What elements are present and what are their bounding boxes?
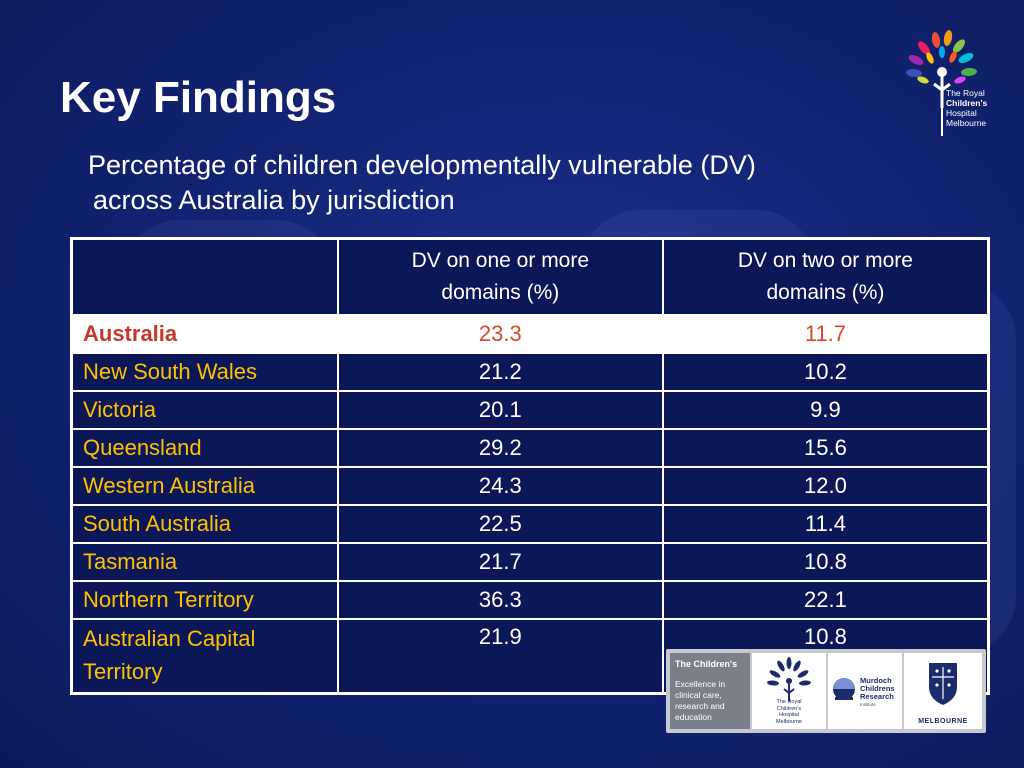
region-cell: Australia [70, 314, 339, 354]
table-row: Northern Territory 36.3 22.1 [70, 580, 990, 620]
subtitle-line-1: Percentage of children developmentally v… [88, 150, 756, 180]
table-row: New South Wales 21.2 10.2 [70, 352, 990, 392]
region-cell: Australian Capital Territory [70, 618, 339, 695]
rch-logo-line-1: The Royal [946, 88, 985, 98]
rch-tree-small-icon [767, 657, 811, 701]
uom-crest-icon [929, 663, 957, 705]
rch-logo-line-2: Children's [946, 98, 988, 108]
tagline-line-2: clinical care, [675, 690, 722, 700]
tree-figure-head [937, 67, 947, 77]
dv-one-or-more-cell: 21.9 [336, 618, 664, 695]
region-cell: New South Wales [70, 352, 339, 392]
dv-two-or-more-cell: 9.9 [661, 390, 990, 430]
slide-subtitle: Percentage of children developmentally v… [88, 148, 968, 218]
uom-caption: MELBOURNE [907, 717, 979, 726]
dv-one-or-more-cell: 29.2 [336, 428, 664, 468]
rch-logo-text: The Royal Children's Hospital Melbourne [946, 88, 987, 128]
table-row: Queensland 29.2 15.6 [70, 428, 990, 468]
dv-two-or-more-cell: 15.6 [661, 428, 990, 468]
header-jurisdiction [70, 237, 339, 316]
rch-logo-line-3: Hospital [946, 108, 977, 118]
dv-two-or-more-cell: 11.4 [661, 504, 990, 544]
header-dv-two-or-more: DV on two or more domains (%) [661, 237, 990, 316]
dv-two-or-more-cell: 10.2 [661, 352, 990, 392]
header-dv-two-line-2: domains (%) [766, 281, 885, 304]
region-cell: South Australia [70, 504, 339, 544]
table-row: South Australia 22.5 11.4 [70, 504, 990, 544]
rch-partner-logo: The Royal Children's Hospital Melbourne [752, 653, 826, 729]
rch-tree-logo [906, 30, 977, 136]
tagline-line-1: Excellence in [675, 679, 726, 689]
table-header-row: DV on one or more domains (%) DV on two … [70, 237, 990, 316]
dv-one-or-more-cell: 24.3 [336, 466, 664, 506]
region-cell: Queensland [70, 428, 339, 468]
rch-caption-line-3: Hospital [779, 712, 799, 718]
dv-by-jurisdiction-table: DV on one or more domains (%) DV on two … [70, 237, 990, 695]
region-cell: Western Australia [70, 466, 339, 506]
mcri-partner-logo: Murdoch Childrens Research Institute [828, 653, 902, 729]
dv-one-or-more-cell: 21.2 [336, 352, 664, 392]
uom-caption-text: MELBOURNE [918, 717, 968, 725]
header-dv-one-line-1: DV on one or more [411, 249, 590, 272]
rch-caption-line-4: Melbourne [776, 718, 802, 725]
tree-leaves-icon [906, 30, 977, 84]
rch-partner-caption: The Royal Children's Hospital Melbourne [755, 699, 823, 725]
region-cell: Victoria [70, 390, 339, 430]
dv-one-or-more-cell: 22.5 [336, 504, 664, 544]
partner-logos-strip: The Children's Excellence in clinical ca… [666, 649, 986, 733]
dv-two-or-more-cell: 22.1 [661, 580, 990, 620]
table-row: Victoria 20.1 9.9 [70, 390, 990, 430]
dv-one-or-more-cell: 36.3 [336, 580, 664, 620]
mcri-emblem-icon [833, 678, 855, 700]
tagline-line-4: education [675, 712, 712, 722]
mcri-line-1: Murdoch [860, 676, 892, 685]
table-row: Western Australia 24.3 12.0 [70, 466, 990, 506]
dv-two-or-more-cell: 12.0 [661, 466, 990, 506]
rch-caption-line-1: The Royal [776, 699, 802, 705]
table-row: Tasmania 21.7 10.8 [70, 542, 990, 582]
rch-logo-line-4: Melbourne [946, 118, 987, 128]
mcri-name: Murdoch Childrens Research Institute [860, 677, 895, 709]
dv-one-or-more-cell: 20.1 [336, 390, 664, 430]
header-dv-one-line-2: domains (%) [441, 281, 560, 304]
mcri-line-3: Research [860, 692, 894, 701]
mcri-line-4: Institute [860, 702, 876, 707]
table-row-australia: Australia 23.3 11.7 [70, 314, 990, 354]
subtitle-line-2: across Australia by jurisdiction [93, 185, 455, 215]
campus-tagline: Excellence in clinical care, research an… [675, 679, 745, 723]
uom-partner-logo: MELBOURNE [904, 653, 982, 729]
dv-two-or-more-cell: 11.7 [661, 314, 990, 354]
dv-one-or-more-cell: 21.7 [336, 542, 664, 582]
campus-title: The Children's [675, 659, 738, 669]
region-cell: Northern Territory [70, 580, 339, 620]
header-dv-one-or-more: DV on one or more domains (%) [336, 237, 664, 316]
region-cell: Tasmania [70, 542, 339, 582]
rch-caption-line-2: Children's [776, 705, 802, 712]
childrens-campus-panel: The Children's Excellence in clinical ca… [670, 653, 750, 729]
dv-one-or-more-cell: 23.3 [336, 314, 664, 354]
slide-title: Key Findings [60, 73, 337, 122]
dv-two-or-more-cell: 10.8 [661, 542, 990, 582]
header-dv-two-line-1: DV on two or more [737, 249, 913, 272]
mcri-line-2: Childrens [860, 684, 895, 693]
tagline-line-3: research and [675, 701, 725, 711]
